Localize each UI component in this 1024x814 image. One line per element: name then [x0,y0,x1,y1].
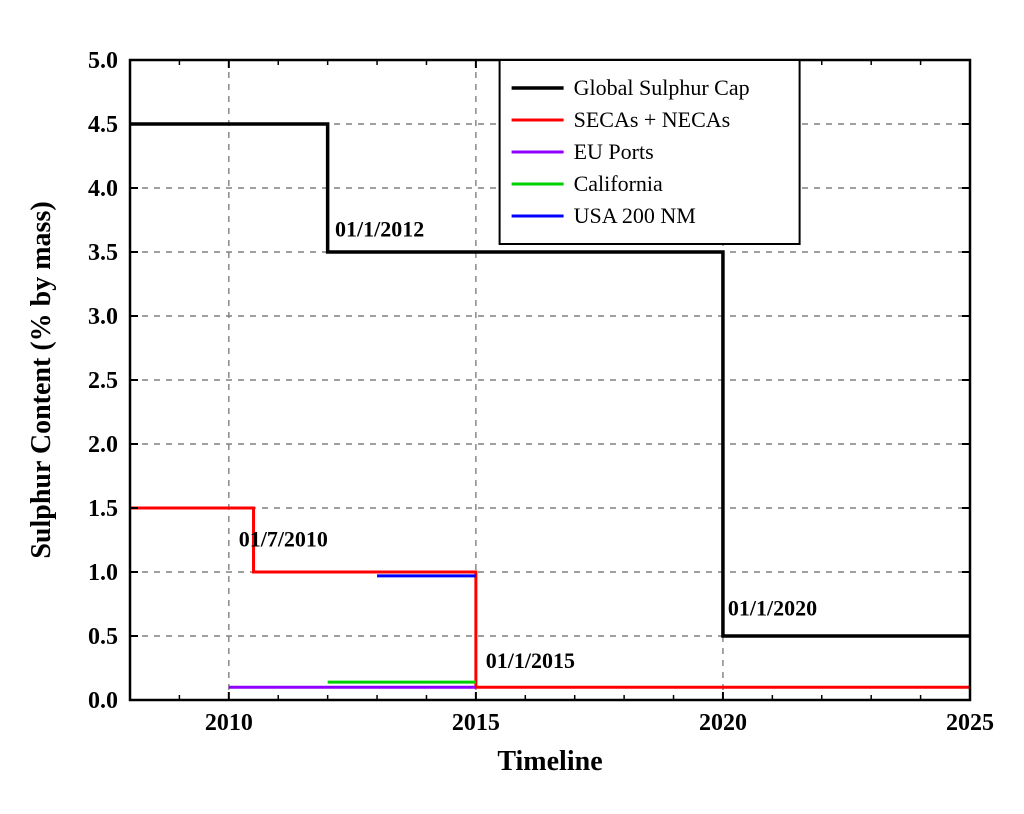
y-tick-label: 4.0 [88,176,118,202]
legend-label: SECAs + NECAs [574,107,731,132]
y-tick-label: 4.5 [88,112,118,138]
y-tick-label: 0.5 [88,624,118,650]
chart-svg: 01/1/2012 01/7/2010 01/1/2015 01/1/2020 0.0 0… [0,0,1024,814]
legend-label: USA 200 NM [574,203,696,228]
y-tick-label: 5.0 [88,48,118,74]
legend-label: California [574,171,663,196]
x-axis-title: Timeline [497,746,602,777]
y-tick-label: 3.5 [88,240,118,266]
x-tick-label: 2025 [946,710,994,736]
y-tick-label: 1.0 [88,560,118,586]
y-tick-label: 2.0 [88,432,118,458]
x-tick-label: 2020 [699,710,747,736]
y-axis-title: Sulphur Content (% by mass) [26,201,57,558]
legend-label: Global Sulphur Cap [574,75,750,100]
y-tick-label: 0.0 [88,688,118,714]
y-tick-label: 2.5 [88,368,118,394]
annotation-0: 01/1/2012 [335,217,424,242]
annotation-1: 01/7/2010 [239,526,328,551]
x-tick-label: 2010 [205,710,253,736]
legend: Global Sulphur Cap SECAs + NECAs EU Ports C… [500,60,800,244]
annotation-2: 01/1/2015 [486,648,575,673]
sulphur-chart: 01/1/2012 01/7/2010 01/1/2015 01/1/2020 0.0 0… [0,0,1024,814]
legend-label: EU Ports [574,139,654,164]
y-tick-label: 3.0 [88,304,118,330]
y-tick-label: 1.5 [88,496,118,522]
annotation-3: 01/1/2020 [728,596,817,621]
x-tick-label: 2015 [452,710,500,736]
